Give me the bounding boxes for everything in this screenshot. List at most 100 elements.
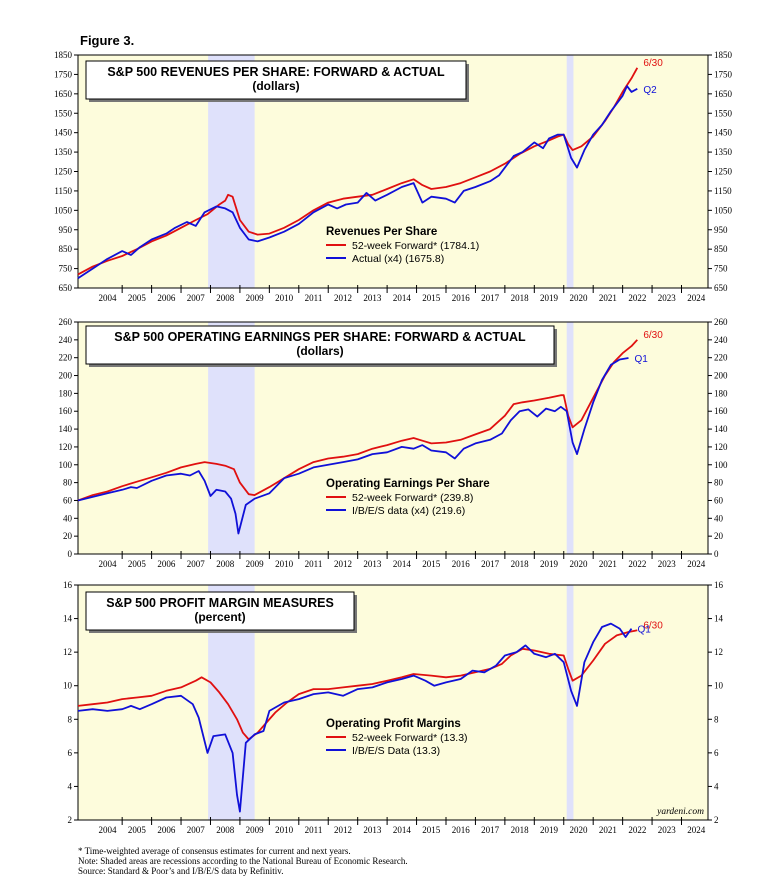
chart-panel-3: 2 2 4 4 6 6 8 8 10 10 12 12 14 14 16 16 2004 2005 2006 2007… [63,580,724,835]
footnote-source: Source: Standard & Poor’s and I/B/E/S da… [78,866,284,876]
title-box [85,325,555,365]
recession-band-2020 [566,322,574,554]
legend-label-forward: 52-week Forward* (13.3) [352,732,468,744]
y-tick-label-left: 240 [59,335,73,345]
x-tick-label: 2019 [540,293,559,303]
end-label-forward: 6/30 [643,620,663,631]
chart-subtitle: (percent) [194,610,245,624]
y-tick-label-left: 200 [59,371,73,381]
y-tick-label-left: 60 [63,495,73,505]
x-tick-label: 2005 [128,293,147,303]
x-tick-label: 2011 [305,825,323,835]
x-tick-label: 2010 [275,293,294,303]
end-label-actual: Q1 [637,625,651,636]
series-line-actual [77,622,633,813]
y-tick-label-left: 100 [59,460,73,470]
y-tick-label-left: 650 [59,283,73,293]
legend-label-actual: I/B/E/S Data (13.3) [352,745,440,757]
recession-band-2020 [566,55,574,288]
y-tick-label-right: 1850 [714,50,733,60]
legend-label-forward: 52-week Forward* (1784.1) [352,240,479,252]
figure-label: Figure 3. [80,33,135,48]
x-tick-label: 2009 [246,559,265,569]
legend-label-actual: I/B/E/S data (x4) (219.6) [352,505,465,517]
x-tick-label: 2017 [481,559,500,569]
y-tick-label-left: 140 [59,424,73,434]
y-tick-label-right: 10 [714,681,724,691]
y-tick-label-left: 1750 [54,69,73,79]
y-tick-label-left: 160 [59,406,73,416]
y-tick-label-right: 260 [714,317,728,327]
y-tick-label-left: 10 [63,681,73,691]
y-tick-label-left: 850 [59,244,73,254]
y-tick-label-left: 16 [63,580,73,590]
x-tick-label: 2015 [422,825,441,835]
x-tick-label: 2023 [658,293,677,303]
y-tick-label-left: 1550 [54,108,73,118]
x-tick-label: 2024 [687,559,706,569]
y-tick-label-right: 12 [714,647,723,657]
y-tick-label-right: 6 [714,748,719,758]
y-tick-label-left: 180 [59,388,73,398]
series-line-forward [77,67,639,276]
y-tick-label-left: 4 [68,781,73,791]
x-tick-label: 2023 [658,825,677,835]
y-tick-label-right: 200 [714,371,728,381]
y-tick-label-right: 1150 [714,186,732,196]
chart-title: S&P 500 OPERATING EARNINGS PER SHARE: FO… [114,330,526,344]
chart-subtitle: (dollars) [296,344,343,358]
x-tick-label: 2006 [157,825,176,835]
x-tick-label: 2019 [540,559,559,569]
y-tick-label-left: 80 [63,478,73,488]
y-tick-label-left: 950 [59,225,73,235]
x-tick-label: 2021 [599,559,617,569]
x-tick-label: 2013 [363,559,382,569]
x-tick-label: 2024 [687,293,706,303]
legend-label-actual: Actual (x4) (1675.8) [352,253,444,265]
x-tick-label: 2022 [628,825,646,835]
x-tick-label: 2024 [687,825,706,835]
plot-frame [77,584,709,821]
x-tick-label: 2014 [393,559,412,569]
y-tick-label-left: 120 [59,442,73,452]
x-tick-label: 2019 [540,825,559,835]
x-tick-label: 2015 [422,293,441,303]
x-tick-label: 2021 [599,825,617,835]
x-tick-label: 2004 [98,559,117,569]
end-label-forward: 6/30 [643,330,663,341]
x-tick-label: 2009 [246,293,265,303]
x-tick-label: 2007 [187,559,206,569]
series-line-actual [77,357,629,535]
y-tick-label-left: 1850 [54,50,73,60]
y-tick-label-left: 12 [63,647,72,657]
y-tick-label-right: 14 [714,614,724,624]
x-tick-label: 2008 [216,559,235,569]
y-tick-label-right: 60 [714,495,724,505]
x-tick-label: 2005 [128,559,147,569]
y-tick-label-right: 950 [714,225,728,235]
x-tick-label: 2020 [569,293,588,303]
x-tick-label: 2007 [187,293,206,303]
legend-title: Operating Profit Margins [326,718,461,730]
x-tick-label: 2018 [511,559,530,569]
x-tick-label: 2016 [452,559,471,569]
x-tick-label: 2013 [363,293,382,303]
chart-title: S&P 500 REVENUES PER SHARE: FORWARD & AC… [107,65,445,79]
y-tick-label-right: 0 [714,549,719,559]
x-tick-label: 2014 [393,293,412,303]
x-tick-label: 2017 [481,825,500,835]
y-tick-label-right: 240 [714,335,728,345]
watermark: yardeni.com [656,807,704,817]
x-tick-label: 2014 [393,825,412,835]
y-tick-label-right: 8 [714,714,719,724]
legend-label-forward: 52-week Forward* (239.8) [352,492,473,504]
x-tick-label: 2005 [128,825,147,835]
x-tick-label: 2017 [481,293,500,303]
x-tick-label: 2004 [98,293,117,303]
footnotes: * Time-weighted average of consensus est… [78,846,408,876]
y-tick-label-left: 0 [68,549,73,559]
y-tick-label-right: 160 [714,406,728,416]
y-tick-label-left: 40 [63,513,73,523]
recession-band-2020 [566,585,574,820]
